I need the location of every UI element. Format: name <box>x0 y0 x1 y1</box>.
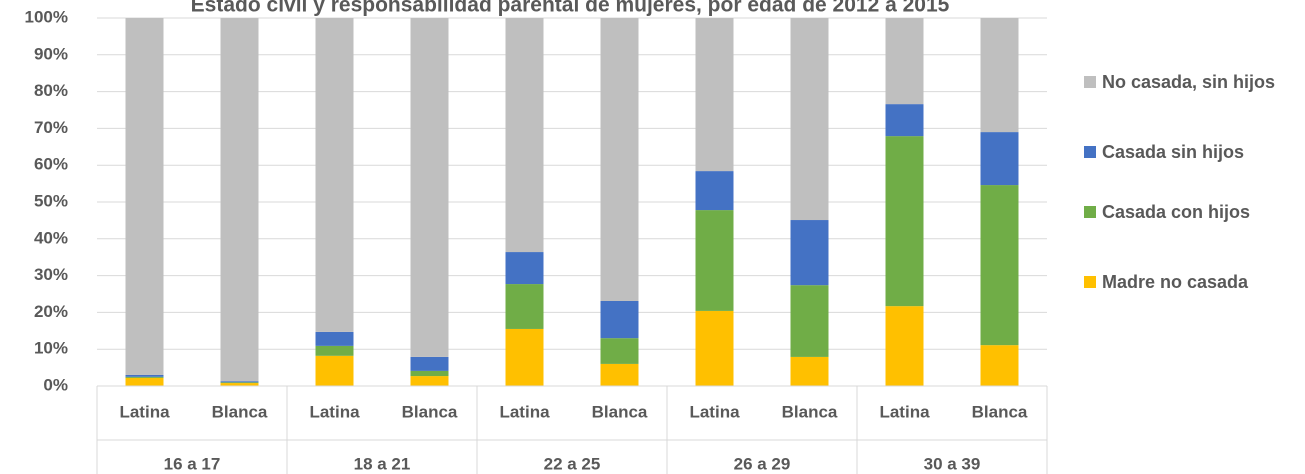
bar-segment <box>885 136 924 307</box>
bar-segment <box>790 285 829 357</box>
y-tick-label: 0% <box>43 375 68 394</box>
bar-segment <box>410 376 449 386</box>
bar-segment <box>410 370 449 377</box>
legend-swatch <box>1084 76 1096 88</box>
y-tick-label: 90% <box>34 44 68 63</box>
bar-segment <box>980 18 1019 133</box>
y-tick-label: 50% <box>34 191 68 210</box>
legend-item: Casada sin hijos <box>1084 140 1277 164</box>
bar-segment <box>315 331 354 346</box>
legend-label: Casada con hijos <box>1102 202 1251 222</box>
bar-segment <box>600 363 639 386</box>
group-label: 30 a 39 <box>924 454 981 473</box>
bar-segment <box>600 300 639 339</box>
bar-segment <box>505 18 544 253</box>
y-tick-label: 40% <box>34 228 68 247</box>
bar-segment <box>505 252 544 285</box>
y-tick-label: 70% <box>34 118 68 137</box>
bar-segment <box>600 18 639 301</box>
legend-item: Madre no casada <box>1084 270 1277 294</box>
bar-segment <box>125 374 164 377</box>
bar-segment <box>220 383 259 386</box>
y-tick-label: 20% <box>34 302 68 321</box>
bar-segment <box>125 18 164 375</box>
bar-segment <box>980 345 1019 386</box>
x-tick-label: Latina <box>689 402 740 421</box>
bar-segment <box>980 132 1019 186</box>
bar-segment <box>790 356 829 386</box>
bar-segment <box>220 382 259 384</box>
legend-label: Casada sin hijos <box>1102 142 1245 162</box>
bar-segment <box>695 18 734 172</box>
y-tick-label: 10% <box>34 339 68 358</box>
group-label: 18 a 21 <box>354 454 411 473</box>
legend-item: Casada con hijos <box>1084 200 1277 224</box>
x-tick-label: Latina <box>119 402 170 421</box>
group-label: 26 a 29 <box>734 454 791 473</box>
bar-segment <box>315 355 354 386</box>
bar-segment <box>980 185 1019 346</box>
legend-label: Madre no casada <box>1102 272 1249 292</box>
x-tick-label: Latina <box>309 402 360 421</box>
group-label: 16 a 17 <box>164 454 221 473</box>
bar-segment <box>125 377 164 386</box>
x-tick-label: Latina <box>499 402 550 421</box>
bar-segment <box>885 306 924 386</box>
legend-label: No casada, sin hijos <box>1102 72 1276 92</box>
bar-segment <box>410 356 449 371</box>
bar-segment <box>505 328 544 386</box>
bar-segment <box>695 171 734 211</box>
x-tick-label: Blanca <box>592 402 648 421</box>
bar-segment <box>220 18 259 382</box>
x-tick-label: Latina <box>879 402 930 421</box>
bar-segment <box>885 104 924 137</box>
chart-title: Estado civil y responsabilidad parental … <box>191 0 950 17</box>
bar-segment <box>505 284 544 329</box>
bar-segment <box>600 338 639 364</box>
x-tick-label: Blanca <box>212 402 268 421</box>
bar-segment <box>220 381 259 383</box>
legend-swatch <box>1084 146 1096 158</box>
y-tick-label: 60% <box>34 155 68 174</box>
x-tick-label: Blanca <box>782 402 838 421</box>
bar-segment <box>315 18 354 332</box>
bar-segment <box>790 18 829 221</box>
y-tick-label: 100% <box>25 7 68 26</box>
y-tick-label: 80% <box>34 81 68 100</box>
y-tick-label: 30% <box>34 265 68 284</box>
bar-segment <box>695 310 734 386</box>
legend-item: No casada, sin hijos <box>1084 70 1277 94</box>
bar-segment <box>315 345 354 356</box>
legend-swatch <box>1084 276 1096 288</box>
legend-swatch <box>1084 206 1096 218</box>
bar-segment <box>695 210 734 311</box>
x-tick-label: Blanca <box>972 402 1028 421</box>
bar-segment <box>125 376 164 378</box>
x-tick-label: Blanca <box>402 402 458 421</box>
bar-segment <box>885 18 924 105</box>
bar-segment <box>410 18 449 357</box>
bar-segment <box>790 220 829 286</box>
group-label: 22 a 25 <box>544 454 601 473</box>
